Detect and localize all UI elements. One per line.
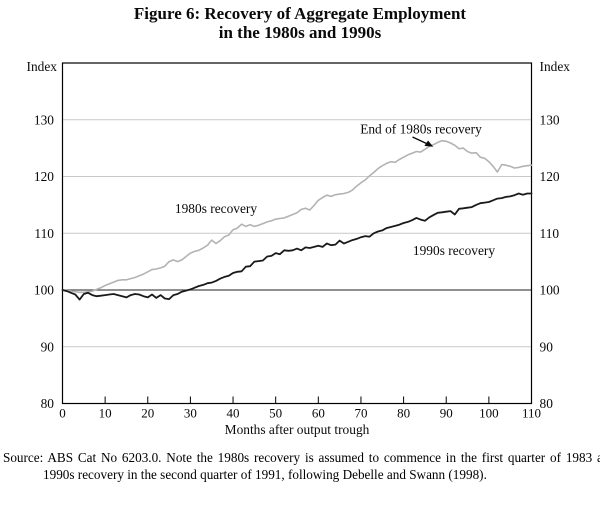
annotation-arrowhead — [424, 140, 434, 147]
x-tick-label: 0 — [59, 406, 66, 421]
y-tick-label-left: 120 — [34, 169, 54, 184]
x-tick-label: 20 — [141, 406, 154, 421]
y-tick-label-right: 130 — [540, 112, 560, 127]
y-tick-label-left: 130 — [34, 112, 54, 127]
annotation-end-of-1980s-recovery: End of 1980s recovery — [360, 122, 482, 137]
y-tick-label-right: 120 — [540, 169, 560, 184]
source-note-text: Source: ABS Cat No 6203.0. Note the 1980… — [3, 450, 600, 482]
figure-title-line2: in the 1980s and 1990s — [218, 23, 382, 42]
y-axis-title-right: Index — [540, 59, 571, 74]
y-tick-label-left: 80 — [41, 396, 55, 411]
y-tick-label-left: 90 — [41, 339, 55, 354]
x-tick-label: 100 — [479, 406, 499, 421]
y-axis-title-left: Index — [27, 59, 58, 74]
series-line-1980s-recovery — [61, 139, 533, 294]
x-tick-label: 10 — [99, 406, 112, 421]
y-tick-label-left: 110 — [34, 226, 54, 241]
series-label-1980s-recovery: 1980s recovery — [175, 201, 257, 216]
annotation-arrow-line — [412, 136, 427, 145]
x-tick-label: 60 — [312, 406, 325, 421]
y-tick-label-left: 100 — [34, 283, 54, 298]
series-line-1990s-recovery — [61, 192, 533, 301]
y-tick-label-right: 80 — [540, 396, 554, 411]
source-note: Source: ABS Cat No 6203.0. Note the 1980… — [3, 450, 600, 484]
x-tick-label: 50 — [269, 406, 282, 421]
figure-title: Figure 6: Recovery of Aggregate Employme… — [0, 4, 600, 42]
y-tick-label-right: 90 — [540, 339, 554, 354]
y-tick-label-right: 100 — [540, 283, 560, 298]
series-label-1990s-recovery: 1990s recovery — [413, 243, 495, 258]
figure-title-line1: Figure 6: Recovery of Aggregate Employme… — [133, 4, 467, 23]
x-tick-label: 110 — [522, 406, 541, 421]
x-tick-label: 70 — [354, 406, 367, 421]
employment-recovery-line-chart: 0 10 20 30 40 50 60 70 80 90 100 110 Months after ou… — [27, 59, 571, 437]
x-tick-label: 90 — [440, 406, 453, 421]
x-tick-label: 40 — [227, 406, 240, 421]
x-tick-label: 30 — [184, 406, 197, 421]
x-tick-label: 80 — [397, 406, 410, 421]
y-tick-label-right: 110 — [540, 226, 560, 241]
plot-frame — [61, 62, 533, 405]
x-axis-title: Months after output trough — [225, 422, 370, 437]
